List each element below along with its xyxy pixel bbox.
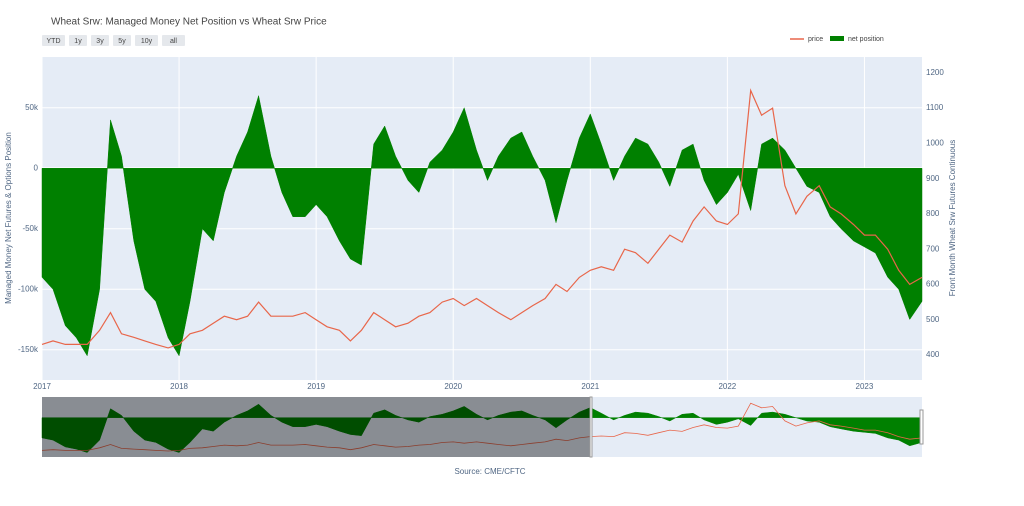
y2-tick-label: 1100 xyxy=(926,103,944,112)
chart-title: Wheat Srw: Managed Money Net Position vs… xyxy=(51,17,327,28)
y2-tick-label: 500 xyxy=(926,315,940,324)
range-slider-mask xyxy=(42,397,590,457)
range-button-label[interactable]: 3y xyxy=(96,38,104,45)
range-button[interactable]: 1y xyxy=(69,35,87,46)
range-button[interactable]: 3y xyxy=(91,35,109,46)
y-tick-label: 0 xyxy=(34,163,39,172)
net-position-area xyxy=(41,95,923,357)
y2-tick-label: 600 xyxy=(926,280,940,289)
range-slider xyxy=(41,396,924,458)
y2-tick-label: 1000 xyxy=(926,139,944,148)
x-tick-label: 2018 xyxy=(170,382,188,391)
range-button-bg xyxy=(113,35,131,46)
y-tick-label: -150k xyxy=(18,345,39,354)
range-button-label[interactable]: YTD xyxy=(47,38,61,45)
range-button[interactable]: 5y xyxy=(113,35,131,46)
y2-tick-label: 400 xyxy=(926,350,940,359)
range-button-bg xyxy=(69,35,87,46)
range-button-label[interactable]: 5y xyxy=(118,38,126,45)
legend-label[interactable]: price xyxy=(808,36,823,43)
y2-tick-label: 800 xyxy=(926,209,940,218)
price-line xyxy=(41,88,923,349)
y-tick-label: -100k xyxy=(18,284,39,293)
range-button-label[interactable]: 10y xyxy=(141,38,153,45)
range-button[interactable]: 10y xyxy=(135,35,158,46)
x-tick-label: 2022 xyxy=(718,382,736,391)
range-buttons: YTD 1y 3y 5y 10y all xyxy=(42,35,185,46)
range-button[interactable]: YTD xyxy=(42,35,65,46)
legend: price net position xyxy=(790,36,884,43)
range-slider-handle[interactable] xyxy=(919,409,924,445)
price-line xyxy=(41,402,923,452)
y2-tick-label: 700 xyxy=(926,244,940,253)
range-button-bg xyxy=(135,35,158,46)
y-tick-label: -50k xyxy=(22,224,39,233)
x-tick-label: 2023 xyxy=(856,382,874,391)
legend-label[interactable]: net position xyxy=(848,36,884,43)
legend-swatch xyxy=(830,36,844,41)
range-slider-handle[interactable] xyxy=(589,396,593,458)
source-note: Source: CME/CFTC xyxy=(454,467,525,476)
x-tick-label: 2019 xyxy=(307,382,325,391)
range-button-bg xyxy=(42,35,65,46)
range-button-label[interactable]: all xyxy=(170,38,177,45)
y2-tick-label: 900 xyxy=(926,174,940,183)
marks xyxy=(41,88,923,357)
range-button-bg xyxy=(162,35,185,46)
range-button-bg xyxy=(91,35,109,46)
range-button-label[interactable]: 1y xyxy=(74,38,82,45)
x-tick-label: 2021 xyxy=(581,382,599,391)
y-tick-label: 50k xyxy=(25,103,39,112)
y-axis-title: Managed Money Net Futures & Options Posi… xyxy=(4,132,13,304)
x-tick-label: 2017 xyxy=(33,382,51,391)
y2-tick-label: 1200 xyxy=(926,68,944,77)
range-button[interactable]: all xyxy=(162,35,185,46)
x-tick-label: 2020 xyxy=(444,382,462,391)
net-position-area xyxy=(41,403,923,453)
y2-axis-title: Front Month Wheat Srw Futures Continuous xyxy=(948,140,957,297)
